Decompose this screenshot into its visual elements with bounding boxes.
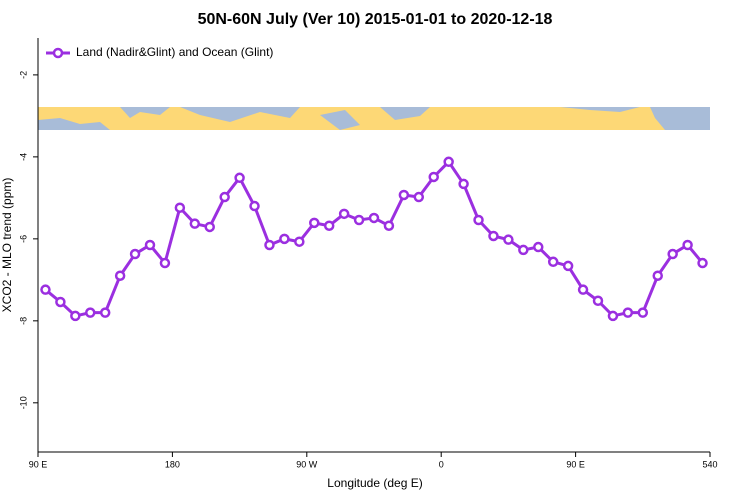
point	[577, 284, 589, 295]
y-tick-label: -10	[18, 396, 28, 409]
point	[398, 189, 410, 201]
point	[652, 270, 663, 281]
x-tick-label: 180	[165, 459, 180, 469]
y-tick-label: -2	[18, 71, 28, 79]
map-strip	[38, 107, 710, 130]
point	[667, 248, 678, 260]
point	[622, 307, 634, 318]
point	[607, 310, 619, 322]
y-tick-label: -6	[18, 235, 28, 243]
x-tick-label: 90 W	[296, 459, 318, 469]
point	[159, 257, 171, 269]
point	[697, 257, 708, 269]
point	[174, 202, 186, 213]
chart-title: 50N-60N July (Ver 10) 2015-01-01 to 2020…	[198, 11, 553, 28]
x-tick-label: 540	[702, 459, 717, 469]
point	[368, 212, 380, 224]
point	[547, 256, 559, 268]
point	[458, 178, 469, 190]
point	[488, 230, 499, 242]
point	[85, 307, 96, 318]
point	[562, 260, 574, 272]
point	[55, 296, 66, 308]
y-tick-label: -4	[18, 153, 28, 161]
point	[114, 270, 126, 281]
point	[503, 234, 514, 245]
legend-marker	[52, 47, 64, 59]
y-tick-label: -8	[18, 317, 28, 325]
point	[533, 241, 544, 253]
point	[353, 214, 365, 226]
point	[428, 171, 439, 183]
point	[249, 200, 260, 212]
point	[279, 233, 290, 245]
point	[637, 307, 649, 318]
point	[383, 220, 395, 231]
point	[264, 239, 275, 251]
y-axis-label: XCO2 - MLO trend (ppm)	[0, 178, 14, 313]
point	[219, 191, 230, 203]
point	[592, 295, 604, 306]
point	[682, 239, 693, 251]
point	[309, 217, 320, 229]
point	[144, 239, 156, 251]
x-tick-label: 0	[439, 459, 444, 469]
point	[204, 221, 215, 233]
point	[234, 172, 245, 184]
point	[189, 218, 201, 229]
point	[323, 220, 335, 231]
point	[294, 236, 305, 247]
legend-label: Land (Nadir&Glint) and Ocean (Glint)	[76, 45, 273, 59]
point	[70, 310, 81, 322]
point	[129, 248, 141, 260]
x-tick-label: 90 E	[29, 459, 48, 469]
point	[518, 244, 529, 256]
point	[473, 214, 484, 226]
point	[338, 208, 350, 220]
x-tick-label: 90 E	[566, 459, 585, 469]
x-axis-label: Longitude (deg E)	[327, 476, 422, 490]
point	[413, 191, 425, 203]
point	[99, 307, 111, 318]
series-line	[44, 159, 704, 318]
point	[443, 156, 454, 168]
point	[40, 284, 51, 295]
